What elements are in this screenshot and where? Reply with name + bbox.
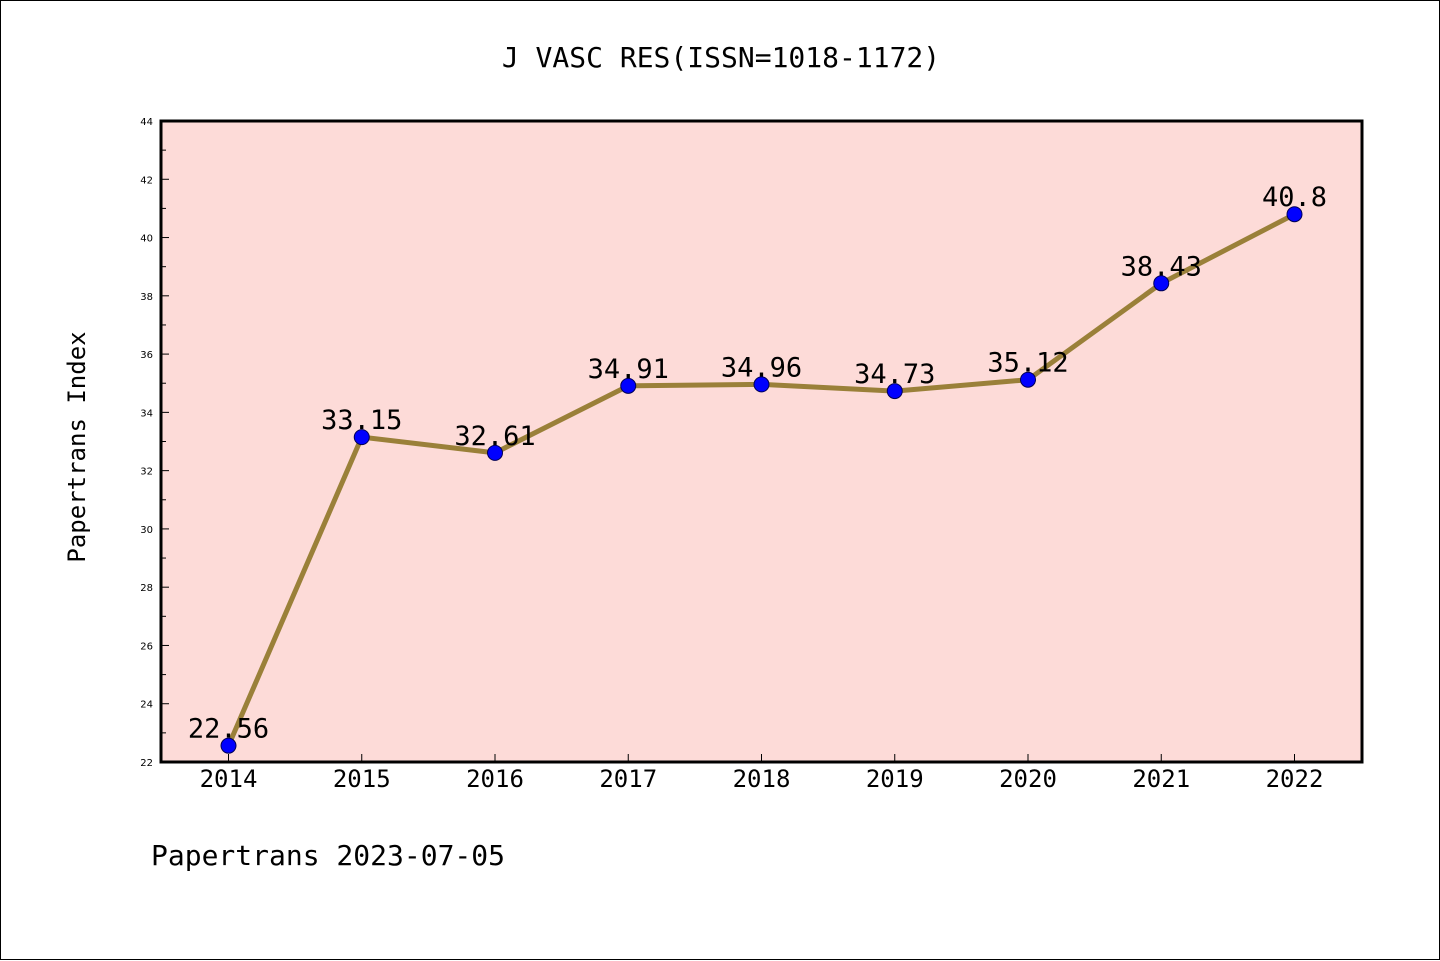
plot-border (159, 119, 1364, 764)
y-tick-label: 36 (140, 350, 153, 361)
footer-date-text: Papertrans 2023-07-05 (151, 839, 505, 872)
data-point-marker (1286, 206, 1303, 223)
y-tick-label: 30 (140, 525, 153, 536)
x-tick-label: 2017 (599, 765, 657, 793)
data-point-marker (620, 377, 637, 394)
x-tick-label: 2018 (733, 765, 791, 793)
y-tick-label: 24 (140, 700, 153, 711)
x-tick-label: 2021 (1132, 765, 1190, 793)
y-tick-label: 32 (140, 467, 153, 478)
x-tick-label: 2019 (866, 765, 924, 793)
y-tick-label: 22 (140, 758, 153, 769)
y-tick-label: 42 (140, 175, 153, 186)
data-point-marker (487, 444, 503, 461)
data-point-marker (353, 429, 370, 446)
y-axis-label: Papertrans Index (63, 331, 91, 562)
x-tick-label: 2020 (999, 765, 1057, 793)
data-point-marker (753, 376, 770, 393)
x-tick-label: 2022 (1266, 765, 1324, 793)
y-tick-label: 40 (140, 234, 153, 245)
plot-area (161, 121, 1362, 762)
x-tick-label: 2015 (333, 765, 391, 793)
y-tick-label: 38 (140, 292, 153, 303)
y-tick-label: 44 (140, 117, 153, 128)
data-point-marker (1153, 275, 1170, 292)
x-tick-label: 2014 (200, 765, 258, 793)
x-tick-label: 2016 (466, 765, 524, 793)
data-point-marker (220, 737, 237, 754)
y-tick-label: 28 (140, 583, 153, 594)
y-axis: 22 24 26 28 30 32 34 36 38 40 42 44 (140, 117, 169, 769)
data-point-marker (1020, 371, 1036, 388)
data-point-marker (886, 383, 903, 400)
y-tick-label: 34 (140, 408, 153, 419)
chart-title: J VASC RES(ISSN=1018-1172) (502, 41, 940, 74)
x-axis: 2014 2015 2016 2017 2018 2019 2020 2021 2022 (200, 754, 1324, 793)
y-tick-label: 26 (140, 641, 153, 652)
